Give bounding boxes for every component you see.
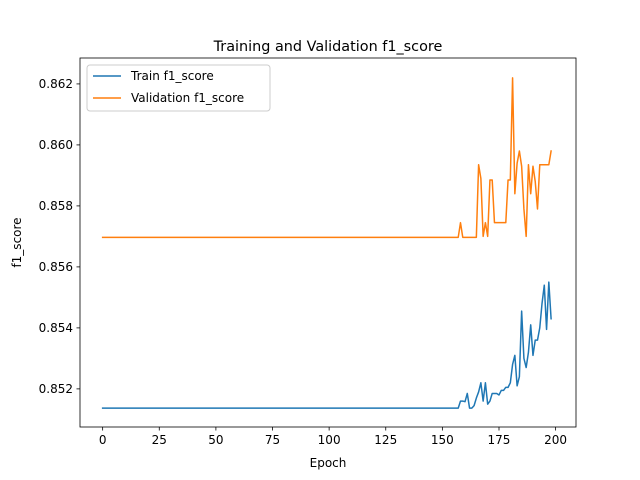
plot-lines: [101, 77, 552, 409]
y-axis: 0.852 0.854 0.856 0.858 0.860 0.862: [39, 77, 80, 396]
series-line-1: [101, 77, 552, 239]
x-axis-label: Epoch: [310, 456, 347, 470]
x-tick-label: 25: [152, 433, 167, 447]
y-axis-label: f1_score: [10, 217, 24, 267]
x-tick-label: 200: [544, 433, 567, 447]
y-tick-label: 0.858: [39, 199, 73, 213]
x-tick-label: 0: [99, 433, 107, 447]
y-tick-label: 0.852: [39, 382, 73, 396]
x-tick-label: 150: [431, 433, 454, 447]
x-tick-label: 100: [318, 433, 341, 447]
series-line-0: [101, 281, 552, 409]
x-tick-label: 175: [488, 433, 511, 447]
y-tick-label: 0.862: [39, 77, 73, 91]
y-tick-label: 0.854: [39, 321, 73, 335]
plot-frame: [79, 57, 577, 428]
legend: Train f1_score Validation f1_score: [86, 64, 271, 112]
x-tick-label: 50: [208, 433, 223, 447]
legend-box: [86, 64, 271, 112]
x-axis: 0 25 50 75 100 125 150 175 200: [99, 427, 567, 447]
x-tick-label: 75: [265, 433, 280, 447]
x-tick-label: 125: [374, 433, 397, 447]
y-tick-label: 0.860: [39, 138, 73, 152]
legend-label-validation: Validation f1_score: [131, 91, 244, 105]
y-tick-label: 0.856: [39, 260, 73, 274]
chart-title: Training and Validation f1_score: [213, 39, 443, 55]
legend-label-train: Train f1_score: [130, 69, 214, 83]
